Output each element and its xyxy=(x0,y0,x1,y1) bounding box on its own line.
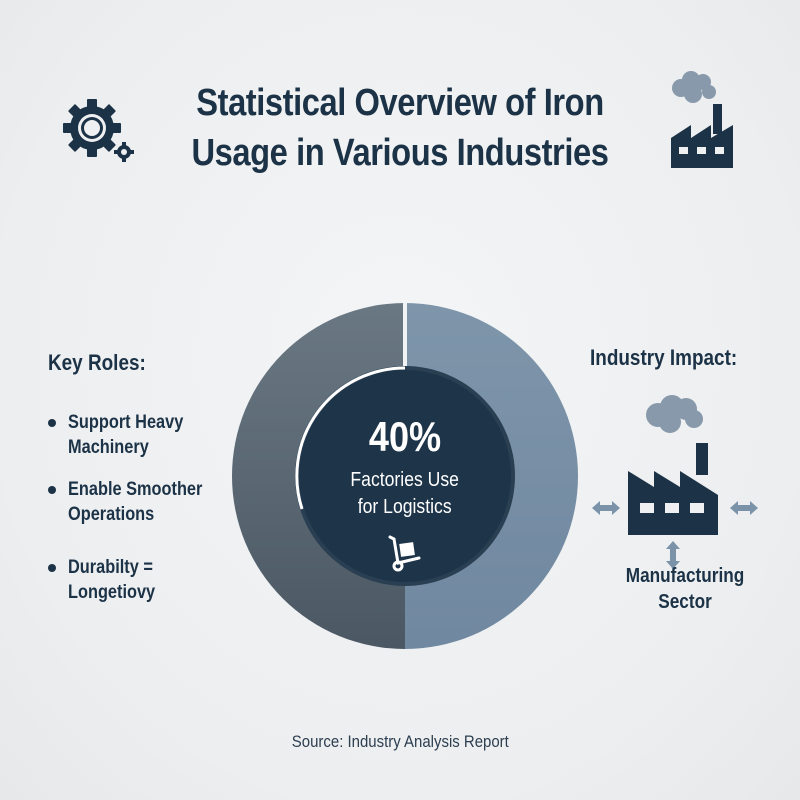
industry-impact-heading: Industry Impact: xyxy=(590,345,738,370)
key-roles-panel: Key Roles: Support Heavy Machinery Enabl… xyxy=(48,350,238,622)
list-item: Support Heavy Machinery xyxy=(48,410,238,460)
list-item: Enable Smoother Operations xyxy=(48,477,238,527)
industry-impact-panel: Industry Impact: Manufacturing Sector xyxy=(590,345,780,613)
factory-icon xyxy=(592,395,758,569)
manufacturing-sector-label: Manufacturing Sector xyxy=(625,565,745,613)
bullet-icon xyxy=(48,419,56,427)
percent-value: 40% xyxy=(368,413,442,460)
donut-label: Factories Use for Logistics xyxy=(350,469,460,518)
list-item: Durabilty = Longetiovy xyxy=(48,555,238,605)
header: Statistical Overview of Iron Usage in Va… xyxy=(0,70,800,190)
factory-icon xyxy=(671,71,733,168)
source-footer: Source: Industry Analysis Report xyxy=(291,732,509,751)
donut-chart: 40% Factories Use for Logistics xyxy=(232,303,578,649)
title-line-2: Usage in Various Industries xyxy=(191,132,609,174)
progress-arc xyxy=(295,366,406,510)
title-line-1: Statistical Overview of Iron xyxy=(196,82,604,124)
hand-truck-icon xyxy=(388,535,421,572)
gear-icon xyxy=(63,99,134,162)
donut-graphic xyxy=(232,303,578,649)
key-roles-heading: Key Roles: xyxy=(48,350,146,375)
page-title: Statistical Overview of Iron Usage in Va… xyxy=(185,78,615,178)
bullet-icon xyxy=(48,564,56,572)
key-roles-list: Support Heavy Machinery Enable Smoother … xyxy=(48,410,238,605)
bullet-icon xyxy=(48,486,56,494)
donut-center: 40% Factories Use for Logistics xyxy=(232,303,578,649)
double-arrow-icons xyxy=(592,501,758,569)
